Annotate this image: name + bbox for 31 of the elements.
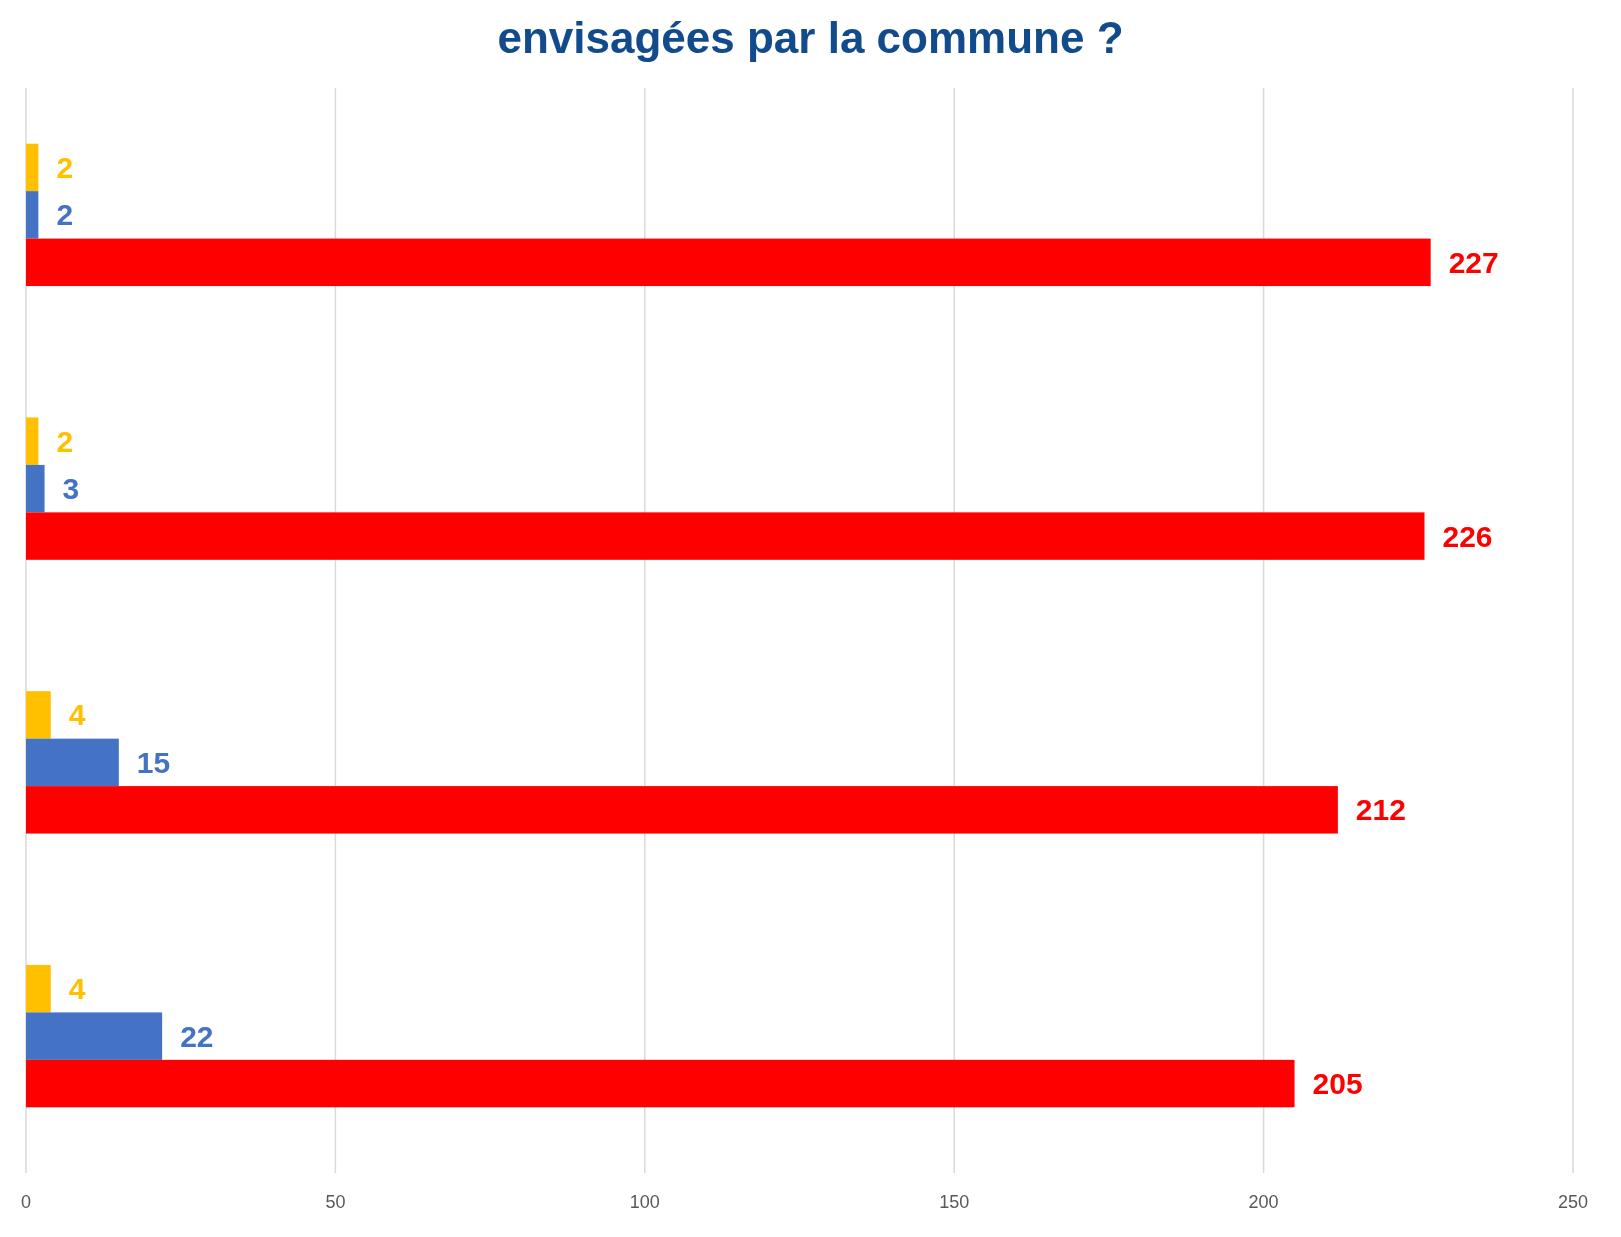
bar xyxy=(26,417,39,465)
data-label: 212 xyxy=(1355,793,1406,827)
bar xyxy=(26,238,1431,287)
data-label: 227 xyxy=(1448,245,1499,279)
bar xyxy=(26,512,1425,560)
x-tick-label: 0 xyxy=(20,1192,32,1212)
data-label: 2 xyxy=(56,150,74,184)
bar xyxy=(26,1059,1295,1108)
bar xyxy=(26,786,1338,834)
x-tick-label: 100 xyxy=(629,1192,660,1212)
bar xyxy=(26,1012,163,1060)
data-label: 22 xyxy=(180,1019,214,1053)
data-label: 4 xyxy=(68,698,86,732)
x-tick-label: 150 xyxy=(939,1192,970,1212)
data-label: 4 xyxy=(68,972,86,1006)
chart-title: envisagées par la commune ? xyxy=(497,13,1124,62)
bar xyxy=(26,464,45,513)
data-label: 15 xyxy=(136,745,171,779)
data-label: 3 xyxy=(62,472,80,506)
data-label: 2 xyxy=(56,198,74,232)
data-label: 226 xyxy=(1442,519,1493,553)
bar xyxy=(26,143,39,192)
x-tick-label: 250 xyxy=(1557,1192,1589,1212)
x-tick-label: 50 xyxy=(325,1192,346,1212)
data-label: 205 xyxy=(1312,1067,1363,1101)
bar xyxy=(26,191,39,239)
data-label: 2 xyxy=(56,424,74,458)
x-tick-label: 200 xyxy=(1248,1192,1279,1212)
bar xyxy=(26,738,119,787)
bar xyxy=(26,691,51,739)
bar xyxy=(26,964,51,1013)
